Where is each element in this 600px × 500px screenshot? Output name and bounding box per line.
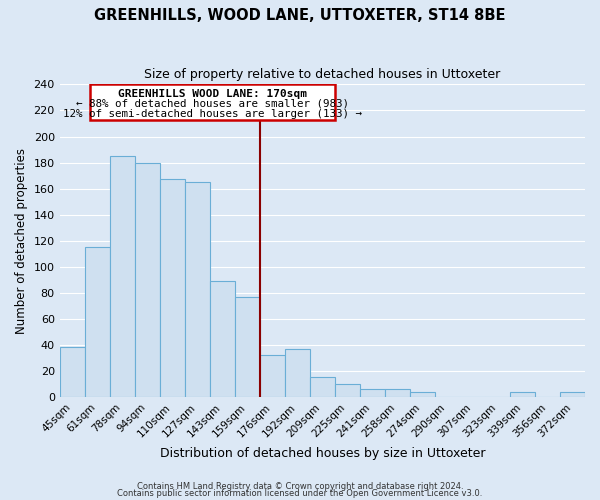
Bar [385,389,410,397]
Bar [335,384,360,397]
Bar [510,392,535,397]
Bar [410,392,435,397]
Text: GREENHILLS, WOOD LANE, UTTOXETER, ST14 8BE: GREENHILLS, WOOD LANE, UTTOXETER, ST14 8… [94,8,506,22]
Title: Size of property relative to detached houses in Uttoxeter: Size of property relative to detached ho… [144,68,500,80]
Text: ← 88% of detached houses are smaller (983): ← 88% of detached houses are smaller (98… [76,99,349,109]
Y-axis label: Number of detached properties: Number of detached properties [15,148,28,334]
Bar [310,378,335,397]
Bar [185,182,210,397]
Text: Contains HM Land Registry data © Crown copyright and database right 2024.: Contains HM Land Registry data © Crown c… [137,482,463,491]
FancyBboxPatch shape [89,84,335,120]
Text: Contains public sector information licensed under the Open Government Licence v3: Contains public sector information licen… [118,489,482,498]
Bar [235,296,260,397]
Bar [260,356,285,397]
Bar [360,389,385,397]
Bar [560,392,585,397]
Bar [110,156,135,397]
Text: 12% of semi-detached houses are larger (133) →: 12% of semi-detached houses are larger (… [63,109,362,119]
X-axis label: Distribution of detached houses by size in Uttoxeter: Distribution of detached houses by size … [160,447,485,460]
Bar [59,348,85,397]
Bar [135,162,160,397]
Bar [160,180,185,397]
Text: GREENHILLS WOOD LANE: 170sqm: GREENHILLS WOOD LANE: 170sqm [118,89,307,99]
Bar [285,349,310,397]
Bar [85,247,110,397]
Bar [210,281,235,397]
